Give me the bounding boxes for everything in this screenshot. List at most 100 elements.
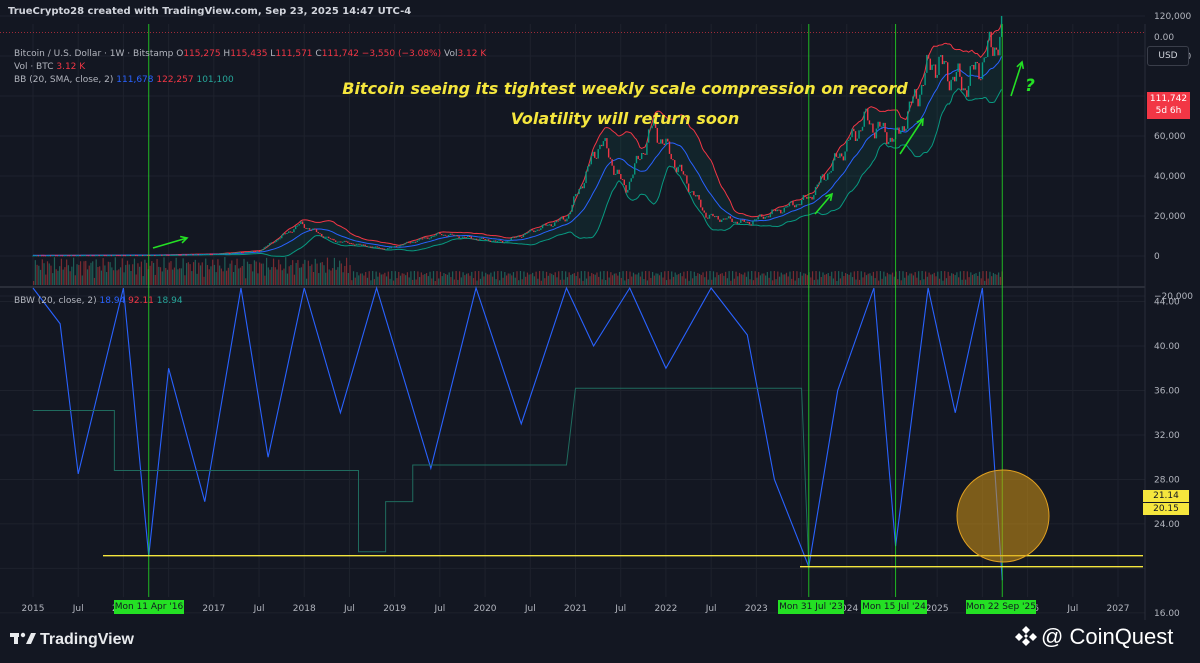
price-candle bbox=[823, 174, 825, 180]
volume-bar bbox=[926, 276, 928, 285]
price-candle bbox=[183, 254, 186, 256]
volume-bar bbox=[78, 265, 80, 285]
tradingview-logo[interactable]: TradingView bbox=[10, 631, 134, 649]
volume-bar bbox=[104, 265, 106, 285]
price-candle bbox=[74, 255, 76, 257]
volume-bar bbox=[486, 274, 489, 285]
volume-bar bbox=[262, 263, 264, 285]
bbw-legend[interactable]: BBW (20, close, 2) 18.94 92.11 18.94 bbox=[14, 296, 183, 306]
volume-bar bbox=[335, 269, 337, 285]
volume-bar bbox=[272, 258, 275, 285]
bbw-pane bbox=[32, 286, 1003, 581]
volume-bar bbox=[860, 271, 862, 285]
price-candle bbox=[35, 255, 38, 257]
volume-bar bbox=[38, 265, 40, 285]
volume-bar bbox=[956, 272, 958, 285]
volume-bar bbox=[669, 279, 671, 285]
volume-bar bbox=[843, 276, 845, 285]
price-candle bbox=[494, 240, 497, 242]
volume-bar bbox=[88, 265, 90, 285]
price-candle bbox=[745, 221, 747, 223]
main-legend[interactable]: Bitcoin / U.S. Dollar · 1W · Bitstamp O1… bbox=[14, 49, 486, 59]
price-candle bbox=[512, 236, 514, 238]
price-candle bbox=[261, 249, 264, 251]
price-tick-label: 120,000 bbox=[1154, 12, 1191, 22]
price-candle bbox=[656, 127, 659, 143]
price-candle bbox=[41, 255, 43, 257]
volume-bar bbox=[845, 273, 847, 285]
price-candle bbox=[474, 238, 476, 240]
price-candle bbox=[686, 175, 688, 184]
volume-bar bbox=[504, 272, 506, 285]
volume-bar bbox=[53, 257, 56, 285]
volume-bar bbox=[465, 273, 468, 285]
high-value: 115,435 bbox=[230, 49, 268, 59]
price-candle bbox=[397, 246, 399, 248]
price-candle bbox=[703, 210, 705, 213]
currency-button[interactable]: USD bbox=[1147, 46, 1189, 66]
price-candle bbox=[879, 121, 881, 127]
price-candle bbox=[547, 224, 549, 226]
volume-bar bbox=[198, 262, 200, 285]
open-value: 115,275 bbox=[183, 49, 221, 59]
close-value: 111,742 bbox=[321, 49, 359, 59]
price-candle bbox=[477, 239, 479, 241]
volume-bar bbox=[971, 274, 974, 285]
volume-bar bbox=[864, 272, 866, 285]
price-candle bbox=[872, 123, 874, 133]
price-candle bbox=[491, 241, 493, 243]
volume-bar bbox=[330, 270, 332, 285]
volume-bar bbox=[937, 271, 939, 285]
volume-bar bbox=[219, 265, 221, 285]
volume-legend[interactable]: Vol · BTC 3.12 K bbox=[14, 62, 85, 72]
volume-bar bbox=[59, 266, 61, 285]
volume-bar bbox=[118, 269, 120, 285]
volume-bar bbox=[778, 276, 781, 285]
volume-bar bbox=[605, 280, 607, 285]
volume-bar bbox=[295, 262, 297, 285]
price-candle bbox=[687, 183, 690, 193]
volume-bar bbox=[490, 272, 492, 285]
volume-bar bbox=[349, 265, 351, 285]
volume-bar bbox=[220, 268, 222, 285]
price-candle bbox=[600, 144, 603, 147]
binance-icon bbox=[1015, 626, 1037, 646]
time-tick-label: Jul bbox=[524, 604, 536, 614]
price-candle bbox=[437, 232, 439, 234]
price-candle bbox=[533, 230, 535, 233]
price-candle bbox=[567, 214, 570, 219]
price-candle bbox=[458, 236, 460, 239]
headline-2: Volatility will return soon bbox=[510, 109, 740, 128]
volume-bar bbox=[290, 265, 292, 285]
volume-bar bbox=[132, 264, 134, 285]
time-tick-label: 2021 bbox=[564, 604, 587, 614]
price-candle bbox=[101, 255, 104, 257]
price-candle bbox=[487, 239, 490, 241]
volume-bar bbox=[372, 271, 374, 285]
volume-bar bbox=[213, 264, 216, 285]
time-tick-label: Jul bbox=[433, 604, 445, 614]
price-candle bbox=[827, 173, 829, 180]
volume-bar bbox=[107, 261, 109, 285]
price-candle bbox=[390, 247, 392, 249]
volume-bar bbox=[805, 273, 807, 285]
bbw-tick-label: 44.00 bbox=[1154, 298, 1180, 308]
price-candle bbox=[129, 255, 132, 257]
bb-upper-value: 122,257 bbox=[156, 75, 194, 85]
volume-bar bbox=[992, 272, 995, 285]
bb-legend[interactable]: BB (20, SMA, close, 2) 111,678 122,257 1… bbox=[14, 75, 234, 85]
price-candle bbox=[661, 139, 664, 144]
date-badge-2025: Mon 22 Sep '25 bbox=[966, 600, 1036, 614]
price-candle bbox=[244, 252, 246, 254]
volume-bar bbox=[288, 266, 290, 285]
volume-bar bbox=[848, 274, 850, 285]
price-candle bbox=[710, 213, 712, 215]
price-candle bbox=[962, 88, 965, 91]
volume-bar bbox=[594, 274, 596, 285]
volume-bar bbox=[460, 277, 462, 285]
volume-bar bbox=[403, 273, 405, 285]
volume-bar bbox=[514, 277, 516, 285]
volume-bar bbox=[905, 272, 908, 285]
volume-bar bbox=[286, 273, 289, 285]
